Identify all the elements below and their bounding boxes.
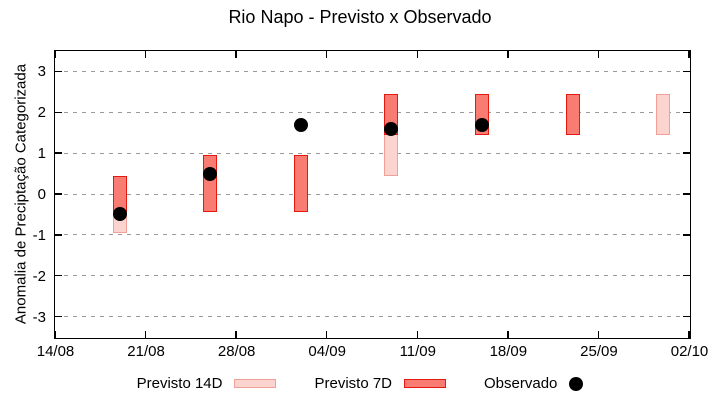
y-tickmark-right: [683, 315, 690, 318]
y-tick-label: 2: [37, 104, 46, 122]
x-tickmark-bottom: [54, 331, 56, 338]
y-tickmark-left: [55, 234, 62, 236]
y-tick-label: 3: [37, 63, 46, 81]
legend-item-previsto-14d: Previsto 14D: [137, 375, 277, 392]
legend-item-previsto-7d: Previsto 7D: [314, 375, 447, 392]
y-tickmark-right: [683, 70, 690, 73]
x-tickmark-bottom: [688, 331, 690, 338]
observado-dot: [384, 121, 399, 136]
plot-area: [54, 50, 691, 339]
x-tickmark-top: [325, 51, 328, 58]
y-tick-label: -1: [32, 226, 46, 244]
previsto-7d-bar: [203, 155, 218, 213]
x-tickmark-bottom: [507, 331, 509, 338]
legend-label-previsto-7d: Previsto 7D: [314, 375, 393, 392]
observado-dot: [203, 166, 218, 181]
x-tickmark-bottom: [144, 331, 147, 338]
x-tick-label: 02/10: [670, 343, 709, 360]
observado-dot: [112, 207, 127, 222]
x-tickmark-bottom: [325, 331, 328, 338]
previsto-7d-bar: [565, 93, 580, 135]
x-tick-label: 28/08: [217, 343, 256, 360]
previsto-14d-bar: [656, 93, 671, 135]
x-tick-label: 21/08: [127, 343, 165, 360]
x-tickmark-bottom: [597, 331, 600, 338]
x-tickmark-top: [688, 51, 690, 58]
x-tickmark-bottom: [235, 331, 237, 338]
x-tickmark-top: [144, 51, 147, 58]
y-tick-label: 1: [37, 145, 46, 163]
y-tickmark-left: [55, 193, 62, 195]
gridline-y-2: [55, 275, 690, 277]
legend-label-previsto-14d: Previsto 14D: [136, 375, 223, 392]
y-tick-label: -2: [32, 267, 46, 285]
gridline-y0: [55, 193, 690, 195]
y-tick-label: -3: [32, 308, 46, 326]
x-tick-label: 18/09: [489, 343, 528, 360]
x-tick-label: 25/09: [580, 343, 618, 360]
x-tickmark-top: [54, 51, 56, 58]
y-tickmark-left: [55, 152, 62, 154]
legend: Previsto 14D Previsto 7D Observado: [0, 375, 720, 392]
observado-dot-icon: [569, 376, 584, 391]
previsto-7d-swatch-icon: [404, 379, 447, 388]
y-tick-label: 0: [37, 186, 46, 203]
x-tick-label: 11/09: [399, 343, 436, 360]
y-tickmark-right: [683, 234, 690, 236]
x-tickmark-top: [235, 51, 237, 58]
y-tickmark-left: [55, 274, 62, 277]
y-tickmark-left: [55, 111, 62, 114]
legend-label-observado: Observado: [484, 375, 558, 392]
previsto-7d-bar: [293, 155, 308, 213]
gridline-y-3: [55, 316, 690, 318]
x-tick-label: 14/08: [36, 343, 75, 360]
gridline-y1: [55, 152, 690, 154]
y-tickmark-right: [683, 152, 690, 154]
observado-dot: [474, 117, 489, 132]
y-tickmark-right: [683, 274, 690, 277]
gridline-y-1: [55, 234, 690, 236]
y-tickmark-right: [683, 111, 690, 114]
y-tickmark-left: [55, 315, 62, 318]
y-tickmark-left: [55, 70, 62, 73]
gridline-y2: [55, 111, 690, 113]
chart-title: Rio Napo - Previsto x Observado: [228, 7, 492, 27]
x-tickmark-top: [597, 51, 600, 58]
observado-dot: [293, 117, 308, 132]
legend-item-observado: Observado: [484, 375, 584, 392]
y-tickmark-right: [683, 193, 690, 195]
x-tickmark-top: [507, 51, 509, 58]
x-tickmark-bottom: [416, 331, 419, 338]
x-tickmark-top: [416, 51, 419, 58]
previsto-14d-swatch-icon: [234, 379, 277, 388]
x-tick-label: 04/09: [308, 343, 346, 360]
gridline-y3: [55, 70, 690, 72]
